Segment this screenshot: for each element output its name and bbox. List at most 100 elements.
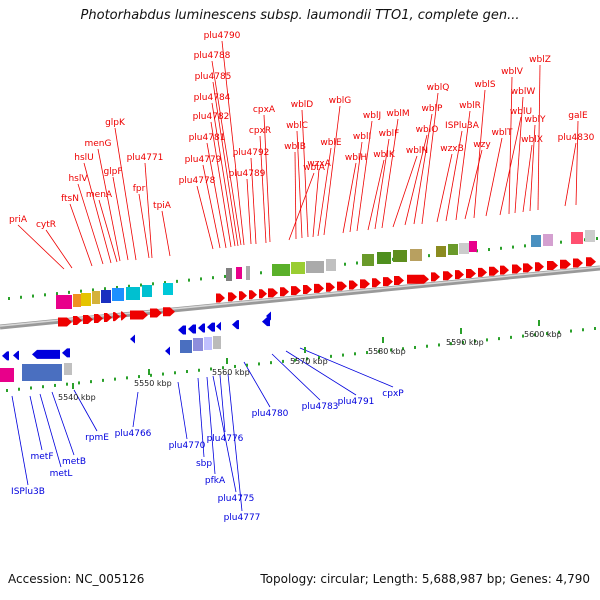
gene-label-wblD[interactable]: wblD	[291, 100, 314, 110]
forward-gene-arrow[interactable]	[104, 312, 112, 322]
gene-label-plu4783[interactable]: plu4783	[302, 402, 339, 412]
gene-label-sbp[interactable]: sbp	[196, 459, 212, 469]
forward-gene-arrow[interactable]	[268, 288, 278, 298]
reverse-gene-arrow[interactable]	[165, 346, 170, 356]
forward-gene-arrow[interactable]	[394, 276, 404, 286]
forward-gene-arrow[interactable]	[280, 287, 289, 297]
gene-label-galE[interactable]: galE	[568, 111, 588, 121]
gene-label-metL[interactable]: metL	[50, 469, 73, 479]
forward-gene-arrow[interactable]	[443, 271, 453, 281]
gene-label-wblE[interactable]: wblE	[320, 138, 342, 148]
gene-label-wblS[interactable]: wblS	[474, 80, 496, 90]
gene-label-plu4781[interactable]: plu4781	[189, 133, 226, 143]
gene-label-wblC[interactable]: wblC	[286, 121, 308, 131]
gene-label-ISPlu3B[interactable]: ISPlu3B	[11, 487, 45, 497]
gene-label-tpiA[interactable]: tpiA	[153, 201, 172, 211]
gene-label-wblQ[interactable]: wblQ	[427, 83, 450, 93]
forward-gene-arrow[interactable]	[259, 289, 267, 299]
gene-label-wblA[interactable]: wblA	[303, 163, 326, 173]
gene-label-pfkA[interactable]: pfkA	[205, 476, 226, 486]
forward-gene-arrow[interactable]	[547, 261, 558, 271]
reverse-gene-arrow[interactable]	[207, 322, 215, 332]
gene-label-hslU[interactable]: hslU	[74, 153, 93, 163]
gene-label-plu4779[interactable]: plu4779	[185, 155, 222, 165]
forward-gene-arrow[interactable]	[326, 282, 335, 292]
gene-label-wzxA[interactable]: wzxA	[307, 159, 331, 169]
reverse-gene-arrow[interactable]	[13, 350, 19, 360]
gene-label-wblW[interactable]: wblW	[511, 87, 536, 97]
gene-label-wblP[interactable]: wblP	[421, 104, 443, 114]
gene-label-wblV[interactable]: wblV	[501, 67, 524, 77]
gene-label-wblY[interactable]: wblY	[524, 115, 546, 125]
gene-label-wblI[interactable]: wblI	[353, 132, 371, 142]
reverse-gene-arrow[interactable]	[32, 349, 60, 359]
gene-label-plu4780[interactable]: plu4780	[252, 409, 289, 419]
forward-gene-arrow[interactable]	[121, 311, 127, 321]
gene-label-menA[interactable]: menA	[86, 190, 113, 200]
gene-label-ftsN[interactable]: ftsN	[61, 194, 79, 204]
reverse-gene-arrow[interactable]	[266, 311, 271, 321]
forward-gene-arrow[interactable]	[216, 293, 225, 303]
gene-label-wblT[interactable]: wblT	[491, 128, 513, 138]
forward-gene-arrow[interactable]	[383, 277, 393, 287]
gene-label-plu4791[interactable]: plu4791	[338, 397, 375, 407]
gene-label-plu4790[interactable]: plu4790	[204, 31, 241, 41]
forward-gene-arrow[interactable]	[523, 263, 533, 273]
gene-label-wblB[interactable]: wblB	[284, 142, 306, 152]
gene-label-wblZ[interactable]: wblZ	[529, 55, 551, 65]
gene-label-glpF[interactable]: glpF	[103, 167, 122, 177]
gene-label-wblH[interactable]: wblH	[345, 153, 367, 163]
gene-label-plu4771[interactable]: plu4771	[127, 153, 164, 163]
forward-gene-arrow[interactable]	[130, 310, 148, 320]
forward-gene-arrow[interactable]	[560, 259, 571, 269]
forward-gene-arrow[interactable]	[466, 269, 476, 278]
forward-gene-arrow[interactable]	[163, 307, 175, 317]
gene-label-wblK[interactable]: wblK	[373, 150, 396, 160]
forward-gene-arrow[interactable]	[73, 316, 82, 326]
gene-label-plu4782[interactable]: plu4782	[193, 112, 230, 122]
gene-label-wzxB[interactable]: wzxB	[440, 144, 464, 154]
forward-gene-arrow[interactable]	[337, 281, 347, 291]
gene-label-wblM[interactable]: wblM	[386, 109, 409, 119]
gene-label-cytR[interactable]: cytR	[36, 220, 56, 230]
reverse-gene-arrow[interactable]	[198, 323, 205, 333]
gene-label-plu4770[interactable]: plu4770	[169, 441, 206, 451]
gene-label-rpmE[interactable]: rpmE	[85, 433, 109, 443]
gene-label-plu4784[interactable]: plu4784	[194, 93, 231, 103]
gene-label-priA[interactable]: priA	[9, 215, 28, 225]
reverse-gene-arrow[interactable]	[262, 317, 270, 327]
gene-label-metF[interactable]: metF	[30, 452, 53, 462]
gene-label-wblG[interactable]: wblG	[329, 96, 352, 106]
gene-label-menG[interactable]: menG	[85, 139, 112, 149]
gene-label-wblO[interactable]: wblO	[416, 125, 439, 135]
gene-label-glpK[interactable]: glpK	[105, 118, 126, 128]
forward-gene-arrow[interactable]	[150, 308, 162, 318]
gene-label-wblR[interactable]: wblR	[459, 101, 481, 111]
forward-gene-arrow[interactable]	[431, 272, 440, 282]
forward-gene-arrow[interactable]	[586, 257, 596, 267]
gene-label-plu4776[interactable]: plu4776	[207, 434, 244, 444]
forward-gene-arrow[interactable]	[58, 317, 72, 327]
gene-label-wblU[interactable]: wblU	[510, 107, 532, 117]
forward-gene-arrow[interactable]	[291, 286, 301, 296]
forward-gene-arrow[interactable]	[535, 262, 544, 272]
forward-gene-arrow[interactable]	[573, 258, 583, 268]
reverse-gene-arrow[interactable]	[216, 321, 221, 331]
forward-gene-arrow[interactable]	[500, 265, 509, 275]
gene-label-metB[interactable]: metB	[62, 457, 86, 467]
reverse-gene-arrow[interactable]	[130, 334, 135, 344]
forward-gene-arrow[interactable]	[455, 270, 464, 280]
gene-label-plu4777[interactable]: plu4777	[224, 513, 261, 523]
gene-label-wblJ[interactable]: wblJ	[363, 111, 381, 121]
forward-gene-arrow[interactable]	[94, 313, 103, 323]
reverse-gene-arrow[interactable]	[178, 325, 186, 335]
gene-label-plu4785[interactable]: plu4785	[195, 72, 232, 82]
forward-gene-arrow[interactable]	[478, 267, 487, 277]
gene-label-plu4830[interactable]: plu4830	[558, 133, 595, 143]
forward-gene-arrow[interactable]	[239, 291, 247, 301]
forward-gene-arrow[interactable]	[372, 278, 381, 288]
gene-label-wblN[interactable]: wblN	[406, 146, 428, 156]
gene-label-wblX[interactable]: wblX	[521, 135, 543, 145]
forward-gene-arrow[interactable]	[228, 292, 237, 302]
